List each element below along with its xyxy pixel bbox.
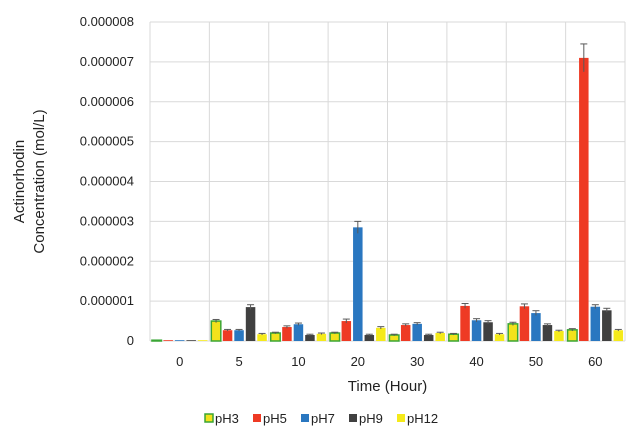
bar-ph3-30 — [388, 334, 400, 342]
legend-label-ph12: pH12 — [407, 411, 438, 426]
y-tick-label: 0 — [127, 333, 134, 348]
bar-ph9-60 — [602, 310, 612, 341]
y-tick-label: 0.000007 — [80, 54, 134, 69]
y-tick-label: 0.000008 — [80, 14, 134, 29]
bar-ph3-60 — [566, 329, 578, 342]
y-axis-title-line-2: Concentration (mol/L) — [31, 109, 48, 253]
bar-ph5-5 — [222, 330, 233, 341]
error-bars — [212, 43, 622, 336]
y-tick-label: 0.000001 — [80, 293, 134, 308]
bar-ph5-0 — [163, 340, 173, 341]
bar-ph12-50 — [554, 331, 564, 341]
x-axis-ticks: 0 5 10 20 30 40 50 60 — [176, 354, 602, 369]
x-tick-label: 10 — [291, 354, 305, 369]
bar-ph9-10 — [305, 335, 315, 341]
bar-ph7-10 — [293, 324, 304, 341]
legend-swatch-ph12 — [397, 414, 405, 422]
bar-ph3-40 — [448, 333, 460, 342]
bar-ph3-10 — [269, 332, 281, 342]
bar-ph3-5 — [210, 320, 222, 342]
bar-ph12-20 — [376, 327, 386, 341]
bar-ph12-5 — [257, 334, 267, 341]
bar-ph12-30 — [435, 333, 445, 341]
bar-ph12-40 — [494, 334, 505, 341]
x-tick-label: 40 — [469, 354, 483, 369]
bar-ph7-5 — [234, 330, 244, 341]
legend-label-ph9: pH9 — [359, 411, 383, 426]
x-tick-label: 0 — [176, 354, 183, 369]
bar-ph9-5 — [245, 307, 256, 341]
legend-swatch-ph9 — [349, 414, 357, 422]
bar-ph7-50 — [531, 313, 541, 341]
x-axis-title: Time (Hour) — [348, 378, 427, 395]
legend: pH3 pH5 pH7 pH9 pH12 — [204, 411, 438, 426]
bar-ph9-30 — [423, 335, 434, 341]
y-axis-title-line-1: Actinorhodin — [11, 140, 28, 223]
y-tick-label: 0.000003 — [80, 213, 134, 228]
bar-ph9-50 — [542, 325, 553, 341]
bar-ph12-10 — [316, 333, 327, 341]
x-tick-label: 20 — [351, 354, 365, 369]
bar-ph3-20 — [329, 332, 341, 342]
bar-ph7-30 — [412, 323, 422, 341]
legend-swatch-ph3 — [204, 413, 214, 423]
bar-ph3-50 — [507, 323, 519, 342]
bar-ph5-20 — [341, 321, 352, 341]
bar-ph9-0 — [186, 340, 196, 341]
bar-ph7-40 — [471, 320, 482, 341]
y-axis-ticks: 0 0.000001 0.000002 0.000003 0.000004 0.00000… — [80, 14, 134, 348]
x-tick-label: 50 — [529, 354, 543, 369]
bar-ph7-60 — [590, 306, 601, 341]
y-tick-label: 0.000002 — [80, 253, 134, 268]
legend-label-ph7: pH7 — [311, 411, 335, 426]
bar-ph7-0 — [174, 340, 185, 341]
bar-ph12-60 — [613, 330, 624, 341]
x-tick-label: 5 — [235, 354, 242, 369]
legend-label-ph3: pH3 — [215, 411, 239, 426]
bar-ph5-30 — [400, 325, 411, 341]
bar-ph5-50 — [519, 306, 530, 341]
y-tick-label: 0.000005 — [80, 134, 134, 149]
gridlines — [149, 21, 626, 342]
bar-ph5-60 — [579, 57, 589, 341]
bar-ph9-20 — [364, 335, 375, 341]
bar-ph3-0 — [151, 339, 163, 342]
legend-swatch-ph7 — [301, 414, 309, 422]
y-tick-label: 0.000006 — [80, 94, 134, 109]
legend-swatch-ph5 — [253, 414, 261, 422]
y-tick-label: 0.000004 — [80, 174, 134, 189]
x-tick-label: 30 — [410, 354, 424, 369]
legend-label-ph5: pH5 — [263, 411, 287, 426]
bars — [151, 57, 624, 342]
bar-ph12-0 — [197, 340, 208, 341]
x-tick-label: 60 — [588, 354, 602, 369]
bar-ph9-40 — [483, 322, 493, 341]
bar-ph5-10 — [282, 327, 292, 341]
bar-ph7-20 — [353, 227, 363, 341]
bar-ph5-40 — [460, 305, 470, 341]
